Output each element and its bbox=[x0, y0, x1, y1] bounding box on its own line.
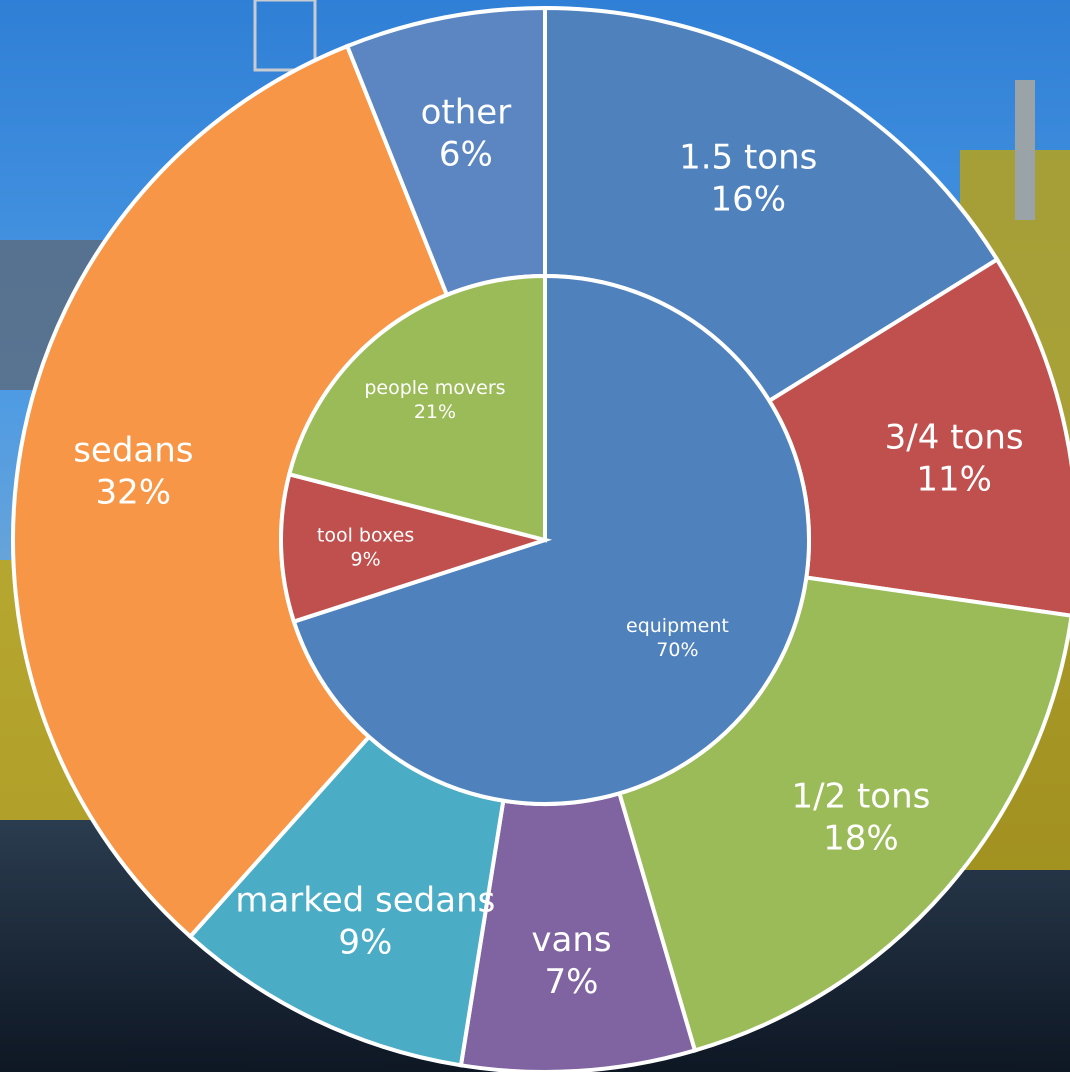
inner-label-tool-boxes: tool boxes bbox=[317, 525, 414, 547]
outer-label-vans: vans bbox=[531, 920, 611, 960]
inner-slice-tool-boxes bbox=[279, 471, 553, 625]
inner-label-equipment: equipment bbox=[626, 615, 729, 637]
inner-value-equipment: 70% bbox=[656, 639, 698, 661]
outer-label-sedans: sedans bbox=[73, 430, 193, 470]
outer-value-other: 6% bbox=[439, 135, 493, 175]
outer-label-3-4-tons: 3/4 tons bbox=[885, 417, 1024, 457]
outer-value-vans: 7% bbox=[545, 962, 599, 1002]
inner-slice-people-movers bbox=[286, 273, 547, 543]
outer-value-marked-sedans: 9% bbox=[338, 922, 392, 962]
outer-value-1-2-tons: 18% bbox=[823, 819, 899, 859]
outer-value-sedans: 32% bbox=[96, 472, 172, 512]
inner-value-tool-boxes: 9% bbox=[350, 549, 380, 571]
outer-label-1-5-tons: 1.5 tons bbox=[679, 138, 817, 178]
inner-label-people-movers: people movers bbox=[364, 377, 505, 399]
inner-value-people-movers: 21% bbox=[414, 401, 456, 423]
outer-value-3-4-tons: 11% bbox=[916, 459, 992, 499]
outer-label-1-2-tons: 1/2 tons bbox=[791, 777, 930, 817]
outer-value-1-5-tons: 16% bbox=[710, 180, 786, 220]
outer-ring bbox=[11, 5, 1070, 1072]
inner-pie bbox=[279, 273, 811, 806]
outer-label-marked-sedans: marked sedans bbox=[235, 880, 495, 920]
outer-label-other: other bbox=[421, 93, 512, 133]
